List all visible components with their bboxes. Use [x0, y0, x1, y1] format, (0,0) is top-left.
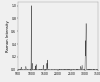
Y-axis label: Raman Intensity: Raman Intensity	[6, 20, 10, 52]
